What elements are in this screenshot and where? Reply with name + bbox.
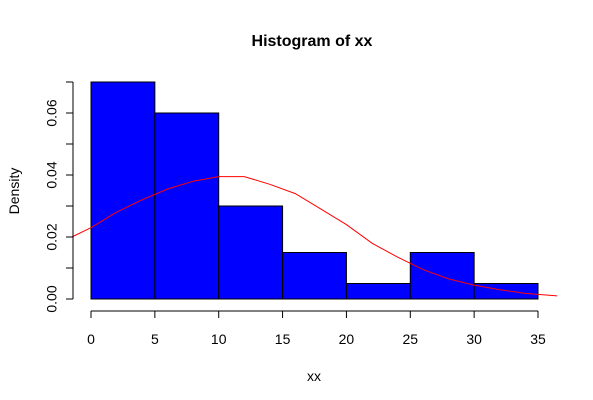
density-curve-line [71,176,558,297]
histogram-bar-0 [90,81,156,300]
histogram-bar-3 [282,252,347,300]
y-axis: 0.00 0.02 0.04 0.06 [44,81,74,313]
x-tick-label: 5 [151,331,159,347]
y-tick-label: 0.04 [44,161,60,188]
histogram-bar-5 [409,252,475,300]
histogram-bar-6 [473,283,539,300]
y-tick-label: 0.00 [44,285,60,312]
x-axis: 0 5 10 15 20 25 30 35 [87,310,546,347]
histogram-bar-4 [345,283,411,300]
y-tick-label: 0.06 [44,99,60,126]
x-tick-label: 30 [466,331,482,347]
x-tick-label: 25 [402,331,418,347]
histogram-bar-2 [218,205,284,300]
x-tick-label: 10 [211,331,227,347]
density-curve-layer [71,176,558,297]
bars-layer [90,81,539,300]
histogram-bar-1 [154,112,220,300]
x-tick-label: 0 [87,331,95,347]
x-tick-label: 20 [339,331,355,347]
x-tick-label: 35 [530,331,546,347]
y-axis-label: Density [6,168,22,215]
chart-title: Histogram of xx [252,33,373,50]
x-axis-label: xx [307,368,321,384]
y-tick-label: 0.02 [44,223,60,250]
x-tick-label: 15 [275,331,291,347]
